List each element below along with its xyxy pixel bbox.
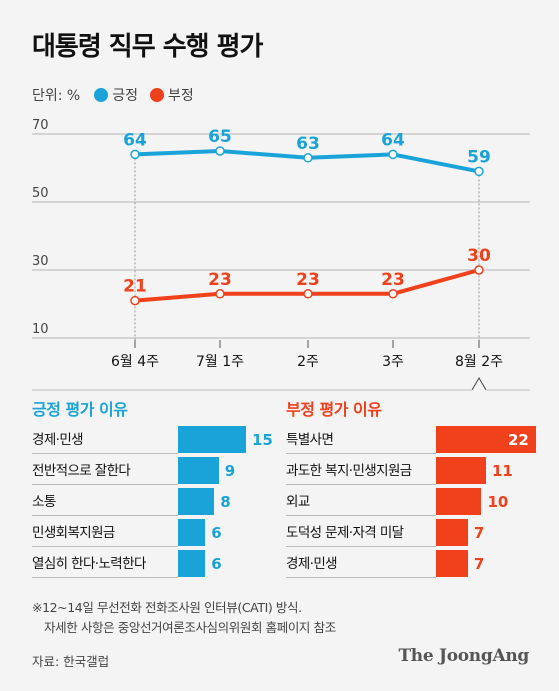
data-label: 64 [123, 130, 147, 150]
bar [178, 550, 206, 577]
bar-label: 과도한 복지·민생지원금 [286, 457, 436, 485]
bar [436, 550, 468, 577]
bar [178, 488, 215, 515]
bar [436, 457, 486, 484]
data-label: 63 [296, 134, 320, 154]
line-chart: 70 50 30 10 6월 4주 7월 1주 2주 3주 8월 2주 64 65 63 64 59 21 2… [32, 118, 530, 391]
bar-value-label: 7 [473, 555, 485, 573]
bar-value-label: 6 [211, 524, 222, 542]
data-point [215, 289, 225, 299]
bar [436, 488, 482, 515]
bar-label: 소통 [32, 488, 178, 516]
bar-label: 경제·민생 [32, 426, 178, 454]
data-point [388, 149, 398, 160]
bar-value-label: 9 [224, 462, 236, 480]
bar-row: 특별사면 22 [286, 426, 538, 457]
y-tick-label: 10 [32, 322, 49, 337]
data-point [474, 265, 484, 275]
bar [178, 426, 246, 453]
legend-item-negative: 부정 [150, 85, 194, 105]
legend-dot-negative [150, 88, 164, 102]
bar-value-label: 7 [473, 524, 485, 542]
bar-value-label: 8 [220, 493, 231, 511]
positive-reasons-chart: 경제·민생 15 전반적으로 잘한다 9 소통 8 민생회복지원금 6 열심히 한다·노력한다 6 [32, 426, 282, 581]
data-label: 64 [381, 130, 405, 150]
footnote: ※12~14일 무선전화 전화조사원 인터뷰(CATI) 방식. 자세한 사항은… [32, 598, 336, 638]
data-label: 30 [467, 246, 491, 266]
bar-label: 민생회복지원금 [32, 519, 178, 547]
bar-row: 소통 8 [32, 488, 282, 519]
bar [436, 426, 536, 453]
positive-reasons-title: 긍정 평가 이유 [32, 400, 128, 419]
bar-value-label: 15 [252, 431, 273, 449]
data-label: 21 [123, 277, 147, 297]
bar-label: 도덕성 문제·자격 미달 [286, 519, 436, 547]
x-tick-label: 3주 [382, 354, 404, 370]
footnote-line-1: ※12~14일 무선전화 전화조사원 인터뷰(CATI) 방식. [32, 600, 302, 615]
source-label: 자료: 한국갤럽 [32, 654, 110, 669]
x-tick-label: 6월 4주 [111, 354, 159, 370]
bar-label: 전반적으로 잘한다 [32, 457, 178, 485]
callout-marker [471, 377, 487, 391]
y-tick-label: 70 [32, 118, 49, 133]
legend-label-positive: 긍정 [112, 88, 138, 104]
bar-row: 과도한 복지·민생지원금 11 [286, 457, 538, 488]
x-tick-label: 2주 [297, 354, 319, 370]
legend-label-negative: 부정 [168, 88, 194, 104]
bar-row: 경제·민생 7 [286, 550, 538, 581]
bar [178, 457, 219, 484]
legend: 단위: % 긍정 부정 [32, 84, 206, 106]
legend-item-positive: 긍정 [94, 85, 138, 105]
data-label: 65 [208, 127, 232, 147]
chart-title: 대통령 직무 수행 평가 [32, 32, 263, 62]
y-tick-label: 50 [32, 186, 49, 201]
y-tick-label: 30 [32, 254, 49, 269]
data-label: 23 [208, 270, 232, 290]
bar-row: 도덕성 문제·자격 미달 7 [286, 519, 538, 550]
bar-value-label: 6 [211, 555, 222, 573]
data-label: 59 [467, 147, 491, 167]
x-tick-label: 8월 2주 [455, 354, 503, 370]
data-point [474, 166, 484, 177]
legend-dot-positive [94, 88, 109, 102]
data-label: 23 [296, 270, 320, 290]
data-point [215, 146, 225, 156]
data-point [303, 153, 313, 163]
bar-value-label: 22 [508, 431, 529, 449]
bar-row: 열심히 한다·노력한다 6 [32, 550, 282, 581]
footnote-line-2: 자세한 사항은 중앙선거여론조사심의위원회 홈페이지 참조 [44, 620, 336, 635]
bar [436, 519, 468, 546]
bar-row: 민생회복지원금 6 [32, 519, 282, 550]
bar-row: 경제·민생 15 [32, 426, 282, 457]
negative-reasons-chart: 특별사면 22 과도한 복지·민생지원금 11 외교 10 도덕성 문제·자격 미달 7 경제·… [286, 426, 538, 581]
bar-label: 특별사면 [286, 426, 436, 454]
negative-reasons-title: 부정 평가 이유 [286, 400, 382, 419]
bar-label: 열심히 한다·노력한다 [32, 550, 178, 578]
data-point [303, 289, 313, 299]
data-point [130, 295, 140, 306]
bar [178, 519, 206, 546]
data-label: 23 [381, 270, 405, 290]
bar-label: 외교 [286, 488, 436, 516]
data-point [388, 289, 398, 299]
bar-label: 경제·민생 [286, 550, 436, 578]
bar-row: 외교 10 [286, 488, 538, 519]
data-point [130, 149, 140, 160]
bar-value-label: 10 [487, 493, 509, 511]
bar-row: 전반적으로 잘한다 9 [32, 457, 282, 488]
unit-label: 단위: % [32, 88, 81, 104]
x-tick-label: 7월 1주 [196, 354, 244, 370]
bar-value-label: 11 [492, 462, 513, 480]
brand-logo: The JoongAng [398, 646, 529, 666]
